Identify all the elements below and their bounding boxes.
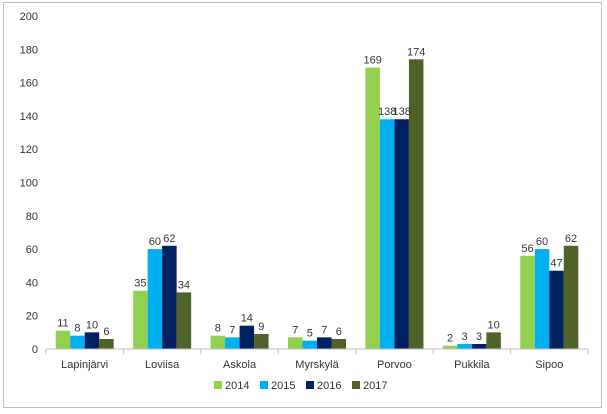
bar-2017-Lapinjärvi (99, 339, 114, 349)
bars (55, 59, 579, 350)
data-label: 7 (321, 324, 327, 336)
bar-2017-Myrskylä (331, 339, 346, 349)
bar-2015-Lapinjärvi (70, 335, 85, 349)
bar-2016-Loviisa (162, 245, 177, 349)
category-label: Porvoo (377, 359, 412, 371)
legend-swatch (352, 381, 360, 389)
data-label: 6 (336, 326, 342, 338)
y-tick-label: 80 (26, 211, 38, 223)
bar-2017-Pukkila (486, 332, 501, 349)
legend-label: 2017 (363, 380, 387, 392)
y-tick-label: 140 (20, 111, 38, 123)
y-axis-labels: 0 20 40 60 80 100 120 140 160 180 200 (20, 11, 38, 356)
bar-2017-Loviisa (176, 292, 192, 349)
y-tick-label: 160 (20, 78, 38, 90)
y-tick-label: 100 (20, 178, 38, 190)
y-tick-label: 20 (26, 311, 38, 323)
bar-2016-Sipoo (549, 270, 564, 349)
bar-2016-Askola (239, 325, 255, 349)
y-tick-label: 200 (20, 11, 38, 23)
data-label: 14 (241, 313, 253, 325)
y-tick-label: 120 (20, 144, 38, 156)
data-label: 8 (215, 323, 221, 335)
bar-2015-Loviisa (147, 249, 163, 349)
bar-2016-Pukkila (471, 344, 487, 349)
y-tick-label: 60 (26, 244, 38, 256)
legend-swatch (214, 381, 222, 389)
bar-2014-Pukkila (442, 345, 458, 349)
legend-label: 2016 (317, 380, 341, 392)
legend-swatch (260, 381, 268, 389)
y-tick-label: 40 (26, 277, 38, 289)
data-label: 56 (521, 243, 533, 255)
data-label: 7 (229, 324, 235, 336)
data-label: 62 (163, 233, 175, 245)
bar-2014-Askola (210, 335, 226, 349)
bar-2015-Myrskylä (302, 340, 317, 349)
bar-2015-Pukkila (457, 344, 472, 349)
data-label: 10 (487, 319, 499, 331)
data-label: 8 (74, 323, 80, 335)
data-label: 3 (462, 331, 468, 343)
bar-2014-Porvoo (365, 67, 380, 350)
category-label: Sipoo (535, 359, 563, 371)
bar-2015-Sipoo (534, 249, 550, 349)
bar-2014-Sipoo (520, 255, 535, 349)
data-label: 62 (565, 233, 577, 245)
bar-2017-Askola (254, 334, 269, 349)
data-label: 174 (407, 46, 425, 58)
data-label: 34 (178, 279, 190, 291)
legend-label: 2015 (271, 380, 295, 392)
legend-label: 2014 (225, 380, 249, 392)
data-label: 2 (447, 333, 453, 345)
data-label: 60 (536, 236, 548, 248)
bar-2017-Porvoo (408, 59, 424, 349)
bar-2014-Lapinjärvi (55, 330, 71, 349)
x-axis-ticks (45, 349, 589, 354)
data-label: 138 (378, 106, 396, 118)
data-label: 35 (134, 278, 146, 290)
category-label: Pukkila (454, 359, 490, 371)
data-label: 10 (86, 319, 98, 331)
data-label: 169 (363, 55, 381, 67)
y-tick-label: 180 (20, 44, 38, 56)
legend: 2014 2015 2016 2017 (214, 380, 387, 392)
bar-2014-Loviisa (133, 290, 148, 349)
data-label: 9 (258, 321, 264, 333)
category-label: Loviisa (145, 359, 180, 371)
y-tick-label: 0 (32, 344, 38, 356)
bar-2015-Askola (225, 337, 240, 349)
bar-2016-Lapinjärvi (84, 332, 100, 349)
category-labels: Lapinjärvi Loviisa Askola Myrskylä Porvoo Puk… (61, 359, 563, 371)
bar-2016-Porvoo (394, 119, 409, 349)
category-label: Myrskylä (295, 359, 339, 371)
category-label: Lapinjärvi (61, 359, 108, 371)
data-label: 138 (392, 106, 410, 118)
data-label: 3 (476, 331, 482, 343)
data-label: 5 (307, 328, 313, 340)
legend-swatch (306, 381, 314, 389)
data-label: 7 (292, 324, 298, 336)
bar-2014-Myrskylä (288, 337, 303, 349)
data-label: 11 (57, 318, 68, 330)
data-label: 6 (103, 326, 109, 338)
category-label: Askola (223, 359, 257, 371)
bar-2015-Porvoo (379, 119, 395, 349)
data-label: 47 (550, 258, 562, 270)
bar-2017-Sipoo (563, 245, 579, 349)
bar-2016-Myrskylä (317, 337, 332, 349)
data-label: 60 (149, 236, 161, 248)
